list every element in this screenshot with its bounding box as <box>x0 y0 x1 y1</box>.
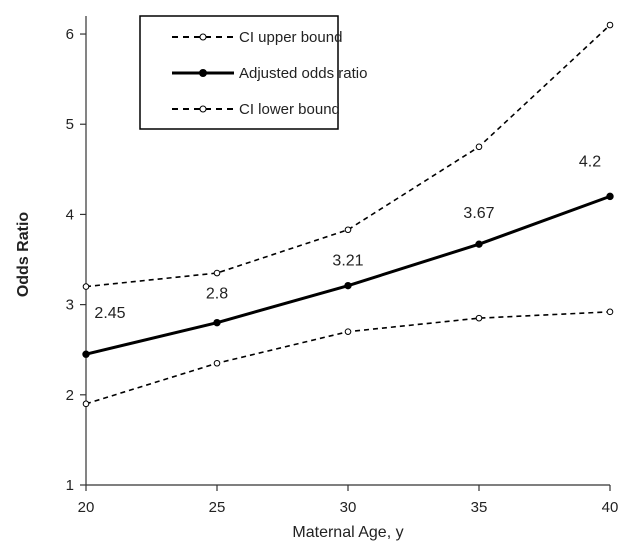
legend-marker <box>199 69 207 77</box>
y-tick-label: 1 <box>66 477 74 494</box>
data-point-ci-lower-bound <box>344 328 352 335</box>
series-line-ci-lower-bound <box>85 311 611 405</box>
x-tick-label: 40 <box>602 499 619 516</box>
data-point-ci-lower-bound <box>82 400 90 408</box>
data-point-ci-upper-bound <box>475 143 483 151</box>
y-tick-label: 2 <box>66 387 74 404</box>
legend: CI upper bound Adjusted odds ratio CI lowe… <box>139 15 367 130</box>
x-tick-label: 20 <box>78 499 95 516</box>
y-tick-label: 3 <box>66 297 74 314</box>
y-tick-label: 4 <box>66 206 74 223</box>
series-layer <box>82 21 614 408</box>
ticks: 1 2 3 4 5 6 20 25 30 35 40 <box>66 26 619 516</box>
y-tick-label: 6 <box>66 26 74 43</box>
data-point-ci-upper-bound <box>344 226 352 234</box>
x-tick-label: 35 <box>471 499 488 516</box>
data-label: 4.2 <box>579 153 601 170</box>
data-point-adjusted-odds-ratio <box>213 318 221 327</box>
x-tick-label: 30 <box>340 499 357 516</box>
data-label: 2.45 <box>94 305 125 322</box>
data-point-ci-upper-bound <box>82 283 90 290</box>
data-point-ci-upper-bound <box>606 21 614 29</box>
x-tick-label: 25 <box>209 499 226 516</box>
legend-marker <box>199 33 207 41</box>
data-point-adjusted-odds-ratio <box>344 281 352 290</box>
data-label: 3.67 <box>463 205 494 222</box>
y-tick-label: 5 <box>66 116 74 133</box>
legend-label: CI lower bound <box>239 101 340 118</box>
data-point-ci-lower-bound <box>475 314 483 322</box>
data-point-adjusted-odds-ratio <box>606 192 614 201</box>
y-axis-title: Odds Ratio <box>15 212 32 298</box>
legend-items: CI upper bound Adjusted odds ratio CI lowe… <box>172 29 367 118</box>
legend-marker <box>199 105 207 113</box>
data-labels: 2.45 2.8 3.21 3.67 4.2 <box>94 153 601 322</box>
data-point-ci-upper-bound <box>213 269 221 277</box>
legend-label: Adjusted odds ratio <box>239 65 367 82</box>
data-point-ci-lower-bound <box>606 308 614 316</box>
data-point-adjusted-odds-ratio <box>82 350 90 358</box>
data-label: 2.8 <box>206 286 228 303</box>
x-axis-title: Maternal Age, y <box>292 524 403 541</box>
data-point-ci-lower-bound <box>213 359 221 367</box>
data-label: 3.21 <box>332 253 363 270</box>
legend-label: CI upper bound <box>239 29 342 46</box>
data-point-adjusted-odds-ratio <box>475 240 483 248</box>
